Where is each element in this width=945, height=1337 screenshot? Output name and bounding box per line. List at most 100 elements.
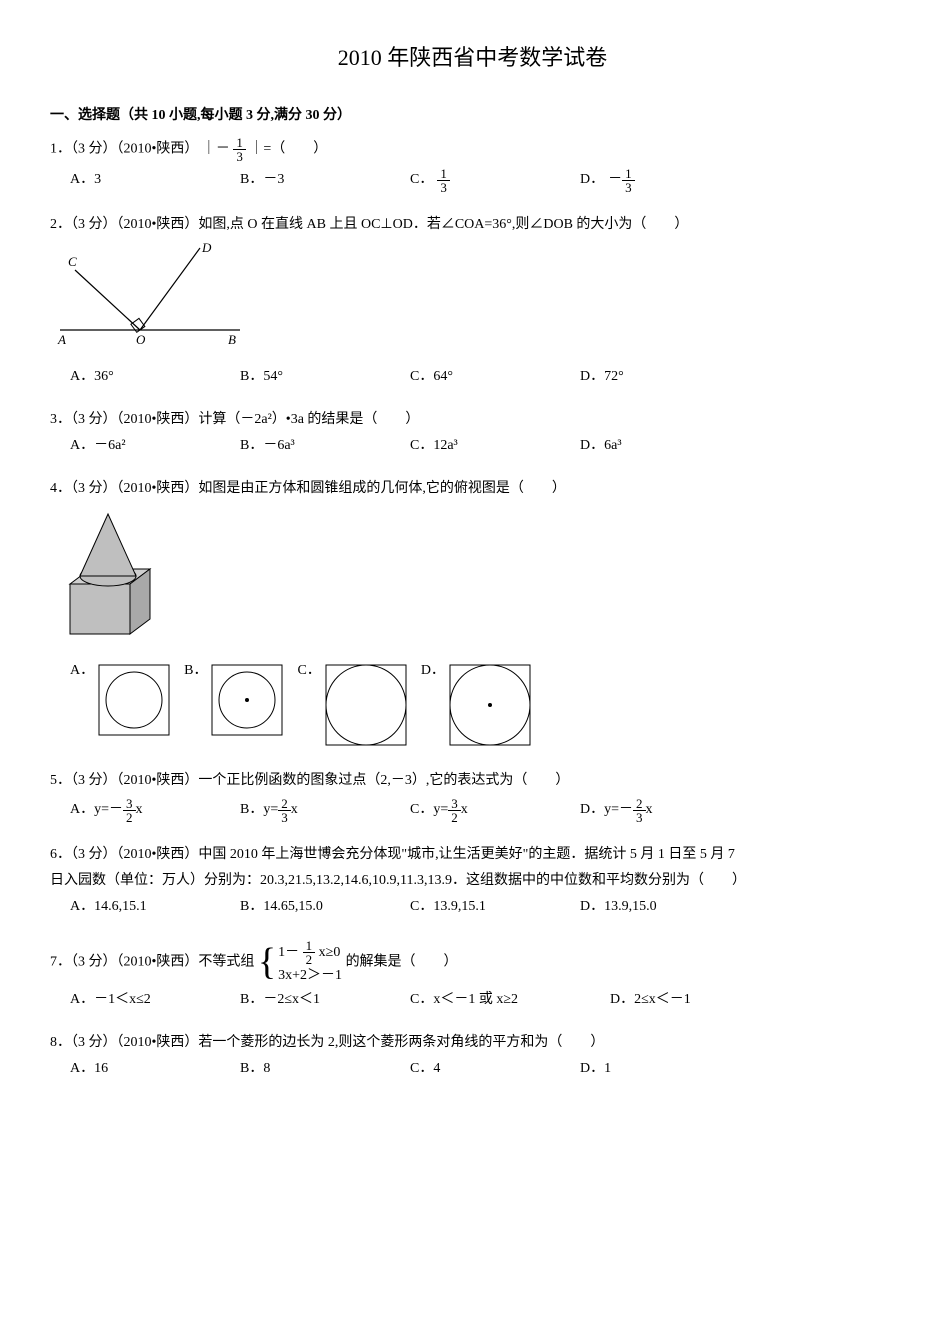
q7-row1-b: x≥0 (319, 945, 341, 960)
q7-brace-group: { 1－ 12 x≥0 3x+2＞－1 (258, 939, 342, 986)
question-7: 7．（3 分）（2010•陕西）不等式组 { 1－ 12 x≥0 3x+2＞－1… (50, 939, 895, 1012)
q7-opt-c: C．x＜－1 或 x≥2 (410, 989, 590, 1011)
q8-options: A．16 B．8 C．4 D．1 (70, 1058, 895, 1080)
q5-b-num: 2 (278, 797, 291, 811)
q7-opt-b: B．－2≤x＜1 (240, 989, 390, 1011)
q2-options: A．36° B．54° C．64° D．72° (70, 366, 895, 388)
q7-opt-d: D．2≤x＜－1 (610, 989, 760, 1011)
q4-solid (50, 504, 895, 652)
q7-row1-frac: 12 (303, 939, 316, 966)
q4-opt-b: B． (184, 660, 287, 740)
q7-options: A．－1＜x≤2 B．－2≤x＜1 C．x＜－1 或 x≥2 D．2≤x＜－1 (70, 989, 895, 1011)
q5-d-post: x (646, 799, 653, 821)
q6-opt-c: C．13.9,15.1 (410, 896, 560, 918)
q4-a-svg (94, 660, 174, 740)
q1-options: A．3 B．－3 C． 1 3 D． － 1 3 (70, 167, 895, 194)
q5-a-label: A． (70, 799, 94, 821)
q5-opt-c: C． y= 32 x (410, 797, 560, 824)
q4-c-svg (321, 660, 411, 750)
q4-options: A． B． C． D． (70, 660, 895, 750)
q6-line1: 6．（3 分）（2010•陕西）中国 2010 年上海世博会充分体现"城市,让生… (50, 844, 895, 866)
q8-opt-d: D．1 (580, 1058, 730, 1080)
q5-b-post: x (291, 799, 298, 821)
q1-d-num: 1 (622, 167, 635, 181)
q5-opt-a: A． y=－ 32 x (70, 797, 220, 824)
q5-d-den: 3 (633, 811, 646, 824)
q5-c-den: 2 (448, 811, 461, 824)
q4-d-label: D． (421, 660, 445, 682)
q4-b-label: B． (184, 660, 207, 682)
q2-figure: A O B C D (50, 240, 895, 358)
q4-c-label: C． (297, 660, 320, 682)
q5-a-num: 3 (123, 797, 136, 811)
question-2: 2．（3 分）（2010•陕西）如图,点 O 在直线 AB 上且 OC⊥OD．若… (50, 214, 895, 389)
q1-c-num: 1 (437, 167, 450, 181)
q2-text: 2．（3 分）（2010•陕西）如图,点 O 在直线 AB 上且 OC⊥OD．若… (50, 214, 895, 236)
q1-d-frac: 1 3 (622, 167, 635, 194)
q2-label-O: O (136, 332, 146, 347)
q7-row1-den: 2 (303, 953, 316, 966)
q7-row1-num: 1 (303, 939, 316, 953)
q1-d-den: 3 (622, 181, 635, 194)
q7-opt-a: A．－1＜x≤2 (70, 989, 220, 1011)
q1-opt-d: D． － 1 3 (580, 167, 730, 194)
q5-opt-d: D． y=－ 23 x (580, 797, 730, 824)
q7-row1-a: 1－ (278, 945, 299, 960)
q1-d-neg: － (608, 169, 622, 191)
q7-suffix: 的解集是（ ） (346, 954, 458, 969)
q5-a-pre: y=－ (94, 799, 123, 821)
q2-svg: A O B C D (50, 240, 250, 350)
q8-text: 8．（3 分）（2010•陕西）若一个菱形的边长为 2,则这个菱形两条对角线的平… (50, 1032, 895, 1054)
q1-frac-den: 3 (233, 150, 246, 163)
q4-solid-svg (50, 504, 160, 644)
q3-opt-b: B．－6a³ (240, 435, 390, 457)
q5-c-pre: y= (433, 799, 448, 821)
q8-opt-b: B．8 (240, 1058, 390, 1080)
q5-text: 5．（3 分）（2010•陕西）一个正比例函数的图象过点（2,－3）,它的表达式… (50, 770, 895, 792)
q5-a-den: 2 (123, 811, 136, 824)
q5-c-label: C． (410, 799, 433, 821)
q5-options: A． y=－ 32 x B． y= 23 x C． y= 32 x D． y=－… (70, 797, 895, 824)
q1-text: 1．（3 分）（2010•陕西） ｜－ 1 3 ｜=（ ） (50, 136, 895, 163)
q7-text: 7．（3 分）（2010•陕西）不等式组 { 1－ 12 x≥0 3x+2＞－1… (50, 939, 895, 986)
q6-opt-a: A．14.6,15.1 (70, 896, 220, 918)
q3-opt-c: C．12a³ (410, 435, 560, 457)
q1-opt-c: C． 1 3 (410, 167, 560, 194)
q4-opt-d: D． (421, 660, 535, 750)
question-5: 5．（3 分）（2010•陕西）一个正比例函数的图象过点（2,－3）,它的表达式… (50, 770, 895, 823)
q7-prefix: 7．（3 分）（2010•陕西）不等式组 (50, 954, 254, 969)
q5-opt-b: B． y= 23 x (240, 797, 390, 824)
q5-d-label: D． (580, 799, 604, 821)
question-3: 3．（3 分）（2010•陕西）计算（－2a²）•3a 的结果是（ ） A．－6… (50, 409, 895, 458)
q3-options: A．－6a² B．－6a³ C．12a³ D．6a³ (70, 435, 895, 457)
q1-opt-a: A．3 (70, 167, 220, 194)
q3-opt-a: A．－6a² (70, 435, 220, 457)
q2-label-A: A (57, 332, 66, 347)
q2-opt-b: B．54° (240, 366, 390, 388)
q5-d-frac: 23 (633, 797, 646, 824)
section-1-header: 一、选择题（共 10 小题,每小题 3 分,满分 30 分） (50, 105, 895, 127)
q5-b-den: 3 (278, 811, 291, 824)
q5-a-frac: 32 (123, 797, 136, 824)
q1-body-after: ｜=（ ） (249, 141, 327, 156)
q4-b-svg (207, 660, 287, 740)
q1-opt-b: B．－3 (240, 167, 390, 194)
q5-c-num: 3 (448, 797, 461, 811)
q7-brace-icon: { (258, 943, 276, 981)
question-8: 8．（3 分）（2010•陕西）若一个菱形的边长为 2,则这个菱形两条对角线的平… (50, 1032, 895, 1081)
q3-text: 3．（3 分）（2010•陕西）计算（－2a²）•3a 的结果是（ ） (50, 409, 895, 431)
q8-opt-c: C．4 (410, 1058, 560, 1080)
question-4: 4．（3 分）（2010•陕西）如图是由正方体和圆锥组成的几何体,它的俯视图是（… (50, 478, 895, 751)
q1-frac: 1 3 (233, 136, 246, 163)
q1-frac-num: 1 (233, 136, 246, 150)
q4-opt-a: A． (70, 660, 174, 740)
q8-opt-a: A．16 (70, 1058, 220, 1080)
q1-body-before: ｜－ (202, 141, 230, 156)
q2-label-C: C (68, 254, 77, 269)
q6-opt-d: D．13.9,15.0 (580, 896, 730, 918)
q6-options: A．14.6,15.1 B．14.65,15.0 C．13.9,15.1 D．1… (70, 896, 895, 918)
q5-b-label: B． (240, 799, 263, 821)
q6-line2: 日入园数（单位：万人）分别为：20.3,21.5,13.2,14.6,10.9,… (50, 870, 895, 892)
q5-d-num: 2 (633, 797, 646, 811)
q2-opt-a: A．36° (70, 366, 220, 388)
